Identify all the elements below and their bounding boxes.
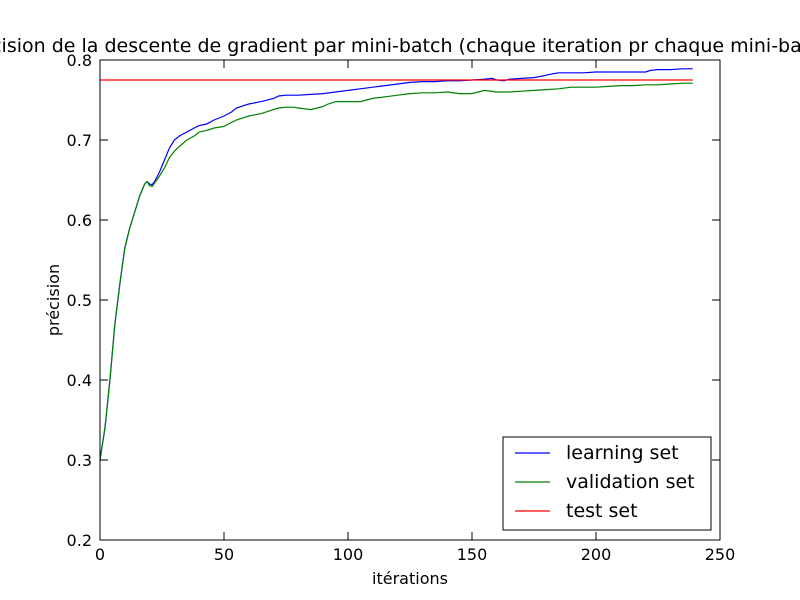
- series-line-learning-set: [99, 68, 693, 461]
- y-tick-label: 0.4: [67, 371, 92, 390]
- y-tick-label: 0.5: [67, 291, 92, 310]
- x-tick-label: 150: [457, 545, 488, 564]
- y-tick-label: 0.6: [67, 211, 92, 230]
- x-tick-label: 250: [705, 545, 736, 564]
- legend-label-learning-set: learning set: [566, 442, 679, 464]
- legend-label-validation-set: validation set: [566, 471, 695, 493]
- series-layer: [99, 68, 693, 461]
- y-tick-label: 0.7: [67, 131, 92, 150]
- ticks-layer: 0 50 100 150 200 250 0.2 0.3 0.4 0.5 0.6 0.7 0.8: [67, 51, 736, 564]
- legend-label-test-set: test set: [566, 500, 638, 522]
- x-axis-label: itérations: [372, 569, 448, 588]
- chart-title: Précision de la descente de gradient par…: [0, 35, 800, 57]
- x-tick-label: 0: [95, 545, 105, 564]
- y-tick-label: 0.8: [67, 51, 92, 70]
- series-line-validation-set: [99, 82, 693, 461]
- x-tick-label: 100: [333, 545, 364, 564]
- y-tick-label: 0.3: [67, 451, 92, 470]
- y-tick-label: 0.2: [67, 531, 92, 550]
- y-axis-label: précision: [44, 264, 63, 336]
- x-tick-label: 50: [214, 545, 234, 564]
- legend: learning set validation set test set: [502, 436, 712, 531]
- x-tick-label: 200: [581, 545, 612, 564]
